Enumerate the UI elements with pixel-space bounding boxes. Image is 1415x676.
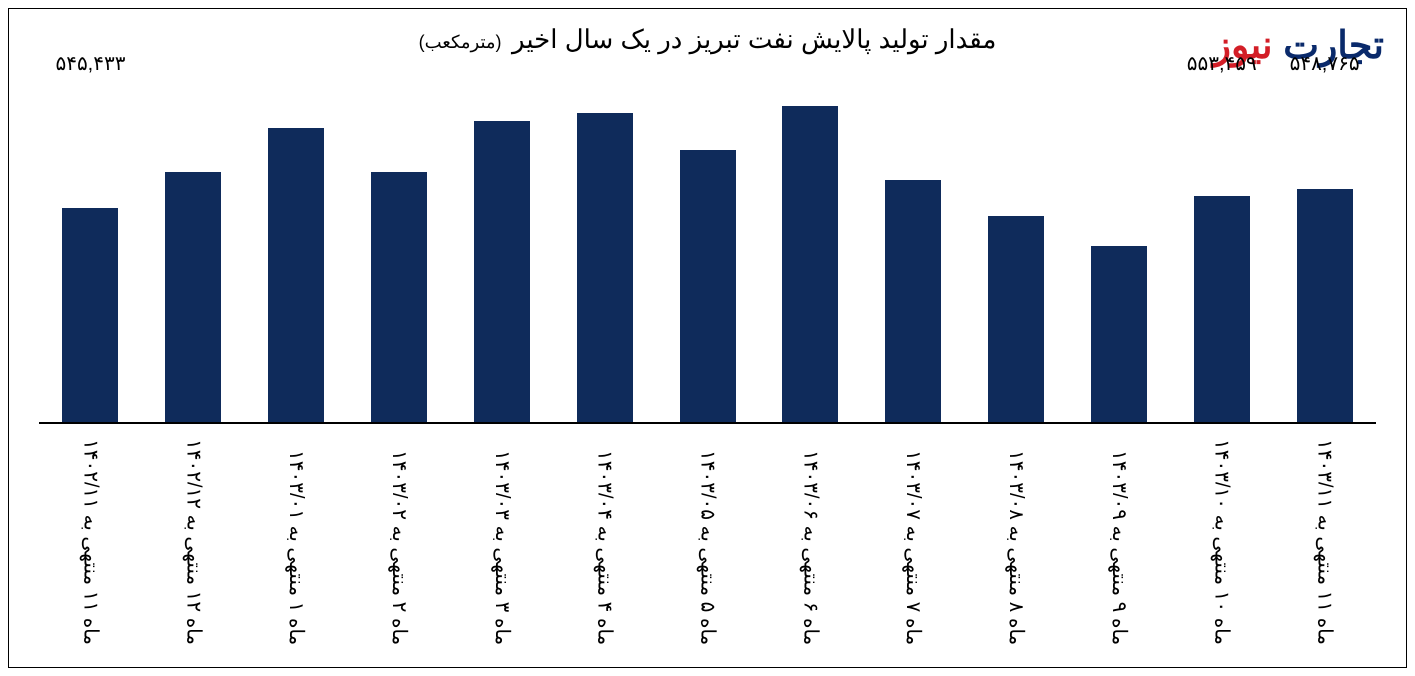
plot-area: ۵۴۵,۴۳۳ ۵۵۳,۴۵۹۵۴۸,۷۶۵ — [39, 84, 1376, 424]
bars-container: ۵۴۵,۴۳۳ ۵۵۳,۴۵۹۵۴۸,۷۶۵ — [39, 84, 1376, 422]
x-tick: ماه ۴ منتهی به ۱۴۰۳/۰۴ — [553, 429, 656, 645]
bar — [268, 128, 324, 422]
title-unit: (مترمکعب) — [419, 32, 502, 52]
bar — [885, 180, 941, 422]
bar — [577, 113, 633, 422]
x-tick-label: ماه ۴ منتهی به ۱۴۰۳/۰۴ — [593, 429, 617, 645]
x-tick: ماه ۱۱ منتهی به ۱۴۰۳/۱۱ — [1273, 429, 1376, 645]
x-tick: ماه ۳ منتهی به ۱۴۰۳/۰۳ — [450, 429, 553, 645]
x-tick-label: ماه ۶ منتهی به ۱۴۰۳/۰۶ — [798, 429, 822, 645]
title-main: مقدار تولید پالایش نفت تبریز در یک سال ا… — [512, 24, 996, 54]
x-tick: ماه ۱۱ منتهی به ۱۴۰۲/۱۱ — [39, 429, 142, 645]
x-tick-label: ماه ۱۱ منتهی به ۱۴۰۲/۱۱ — [78, 429, 102, 645]
bar-value-label: ۵۴۵,۴۳۳ — [55, 51, 125, 76]
bar-slot — [759, 84, 862, 422]
bar — [782, 106, 838, 422]
bar-slot: ۵۴۸,۷۶۵ — [1273, 84, 1376, 422]
x-tick-label: ماه ۳ منتهی به ۱۴۰۳/۰۳ — [490, 429, 514, 645]
bar-slot — [656, 84, 759, 422]
x-tick: ماه ۱۲ منتهی به ۱۴۰۲/۱۲ — [142, 429, 245, 645]
bar — [1091, 246, 1147, 422]
x-tick-label: ماه ۱۲ منتهی به ۱۴۰۲/۱۲ — [181, 429, 205, 645]
bar-slot — [862, 84, 965, 422]
x-tick-label: ماه ۱۰ منتهی به ۱۴۰۳/۱۰ — [1210, 429, 1234, 645]
x-tick: ماه ۶ منتهی به ۱۴۰۳/۰۶ — [759, 429, 862, 645]
bar-slot — [553, 84, 656, 422]
bar-slot — [245, 84, 348, 422]
x-axis: ماه ۱۱ منتهی به ۱۴۰۲/۱۱ ماه ۱۲ منتهی به ۱… — [39, 429, 1376, 645]
x-tick: ماه ۱ منتهی به ۱۴۰۳/۰۱ — [245, 429, 348, 645]
bar — [988, 216, 1044, 422]
chart-frame: تجارت نیوز مقدار تولید پالایش نفت تبریز … — [8, 8, 1407, 668]
x-tick-label: ماه ۵ منتهی به ۱۴۰۳/۰۵ — [696, 429, 720, 645]
bar — [1297, 189, 1353, 422]
x-tick-label: ماه ۲ منتهی به ۱۴۰۳/۰۲ — [387, 429, 411, 645]
x-tick: ماه ۷ منتهی به ۱۴۰۳/۰۷ — [862, 429, 965, 645]
x-tick: ماه ۹ منتهی به ۱۴۰۳/۰۹ — [1067, 429, 1170, 645]
x-tick-label: ماه ۹ منتهی به ۱۴۰۳/۰۹ — [1107, 429, 1131, 645]
x-tick: ماه ۵ منتهی به ۱۴۰۳/۰۵ — [656, 429, 759, 645]
bar — [474, 121, 530, 422]
bar-slot — [965, 84, 1068, 422]
x-tick-label: ماه ۷ منتهی به ۱۴۰۳/۰۷ — [901, 429, 925, 645]
bar — [165, 172, 221, 422]
bar-slot — [1067, 84, 1170, 422]
x-tick: ماه ۲ منتهی به ۱۴۰۳/۰۲ — [348, 429, 451, 645]
bar — [680, 150, 736, 422]
bar — [62, 208, 118, 422]
bar-slot — [450, 84, 553, 422]
x-tick: ماه ۱۰ منتهی به ۱۴۰۳/۱۰ — [1170, 429, 1273, 645]
bar — [371, 172, 427, 422]
x-tick: ماه ۸ منتهی به ۱۴۰۳/۰۸ — [965, 429, 1068, 645]
x-tick-label: ماه ۸ منتهی به ۱۴۰۳/۰۸ — [1004, 429, 1028, 645]
bar-slot — [142, 84, 245, 422]
x-tick-label: ماه ۱۱ منتهی به ۱۴۰۳/۱۱ — [1313, 429, 1337, 645]
bar — [1194, 196, 1250, 422]
bar-slot: ۵۴۵,۴۳۳ — [39, 84, 142, 422]
bar-value-label: ۵۴۸,۷۶۵ — [1290, 51, 1360, 76]
bar-value-label: ۵۵۳,۴۵۹ — [1187, 51, 1257, 76]
bar-slot — [348, 84, 451, 422]
x-tick-label: ماه ۱ منتهی به ۱۴۰۳/۰۱ — [284, 429, 308, 645]
bar-slot: ۵۵۳,۴۵۹ — [1170, 84, 1273, 422]
